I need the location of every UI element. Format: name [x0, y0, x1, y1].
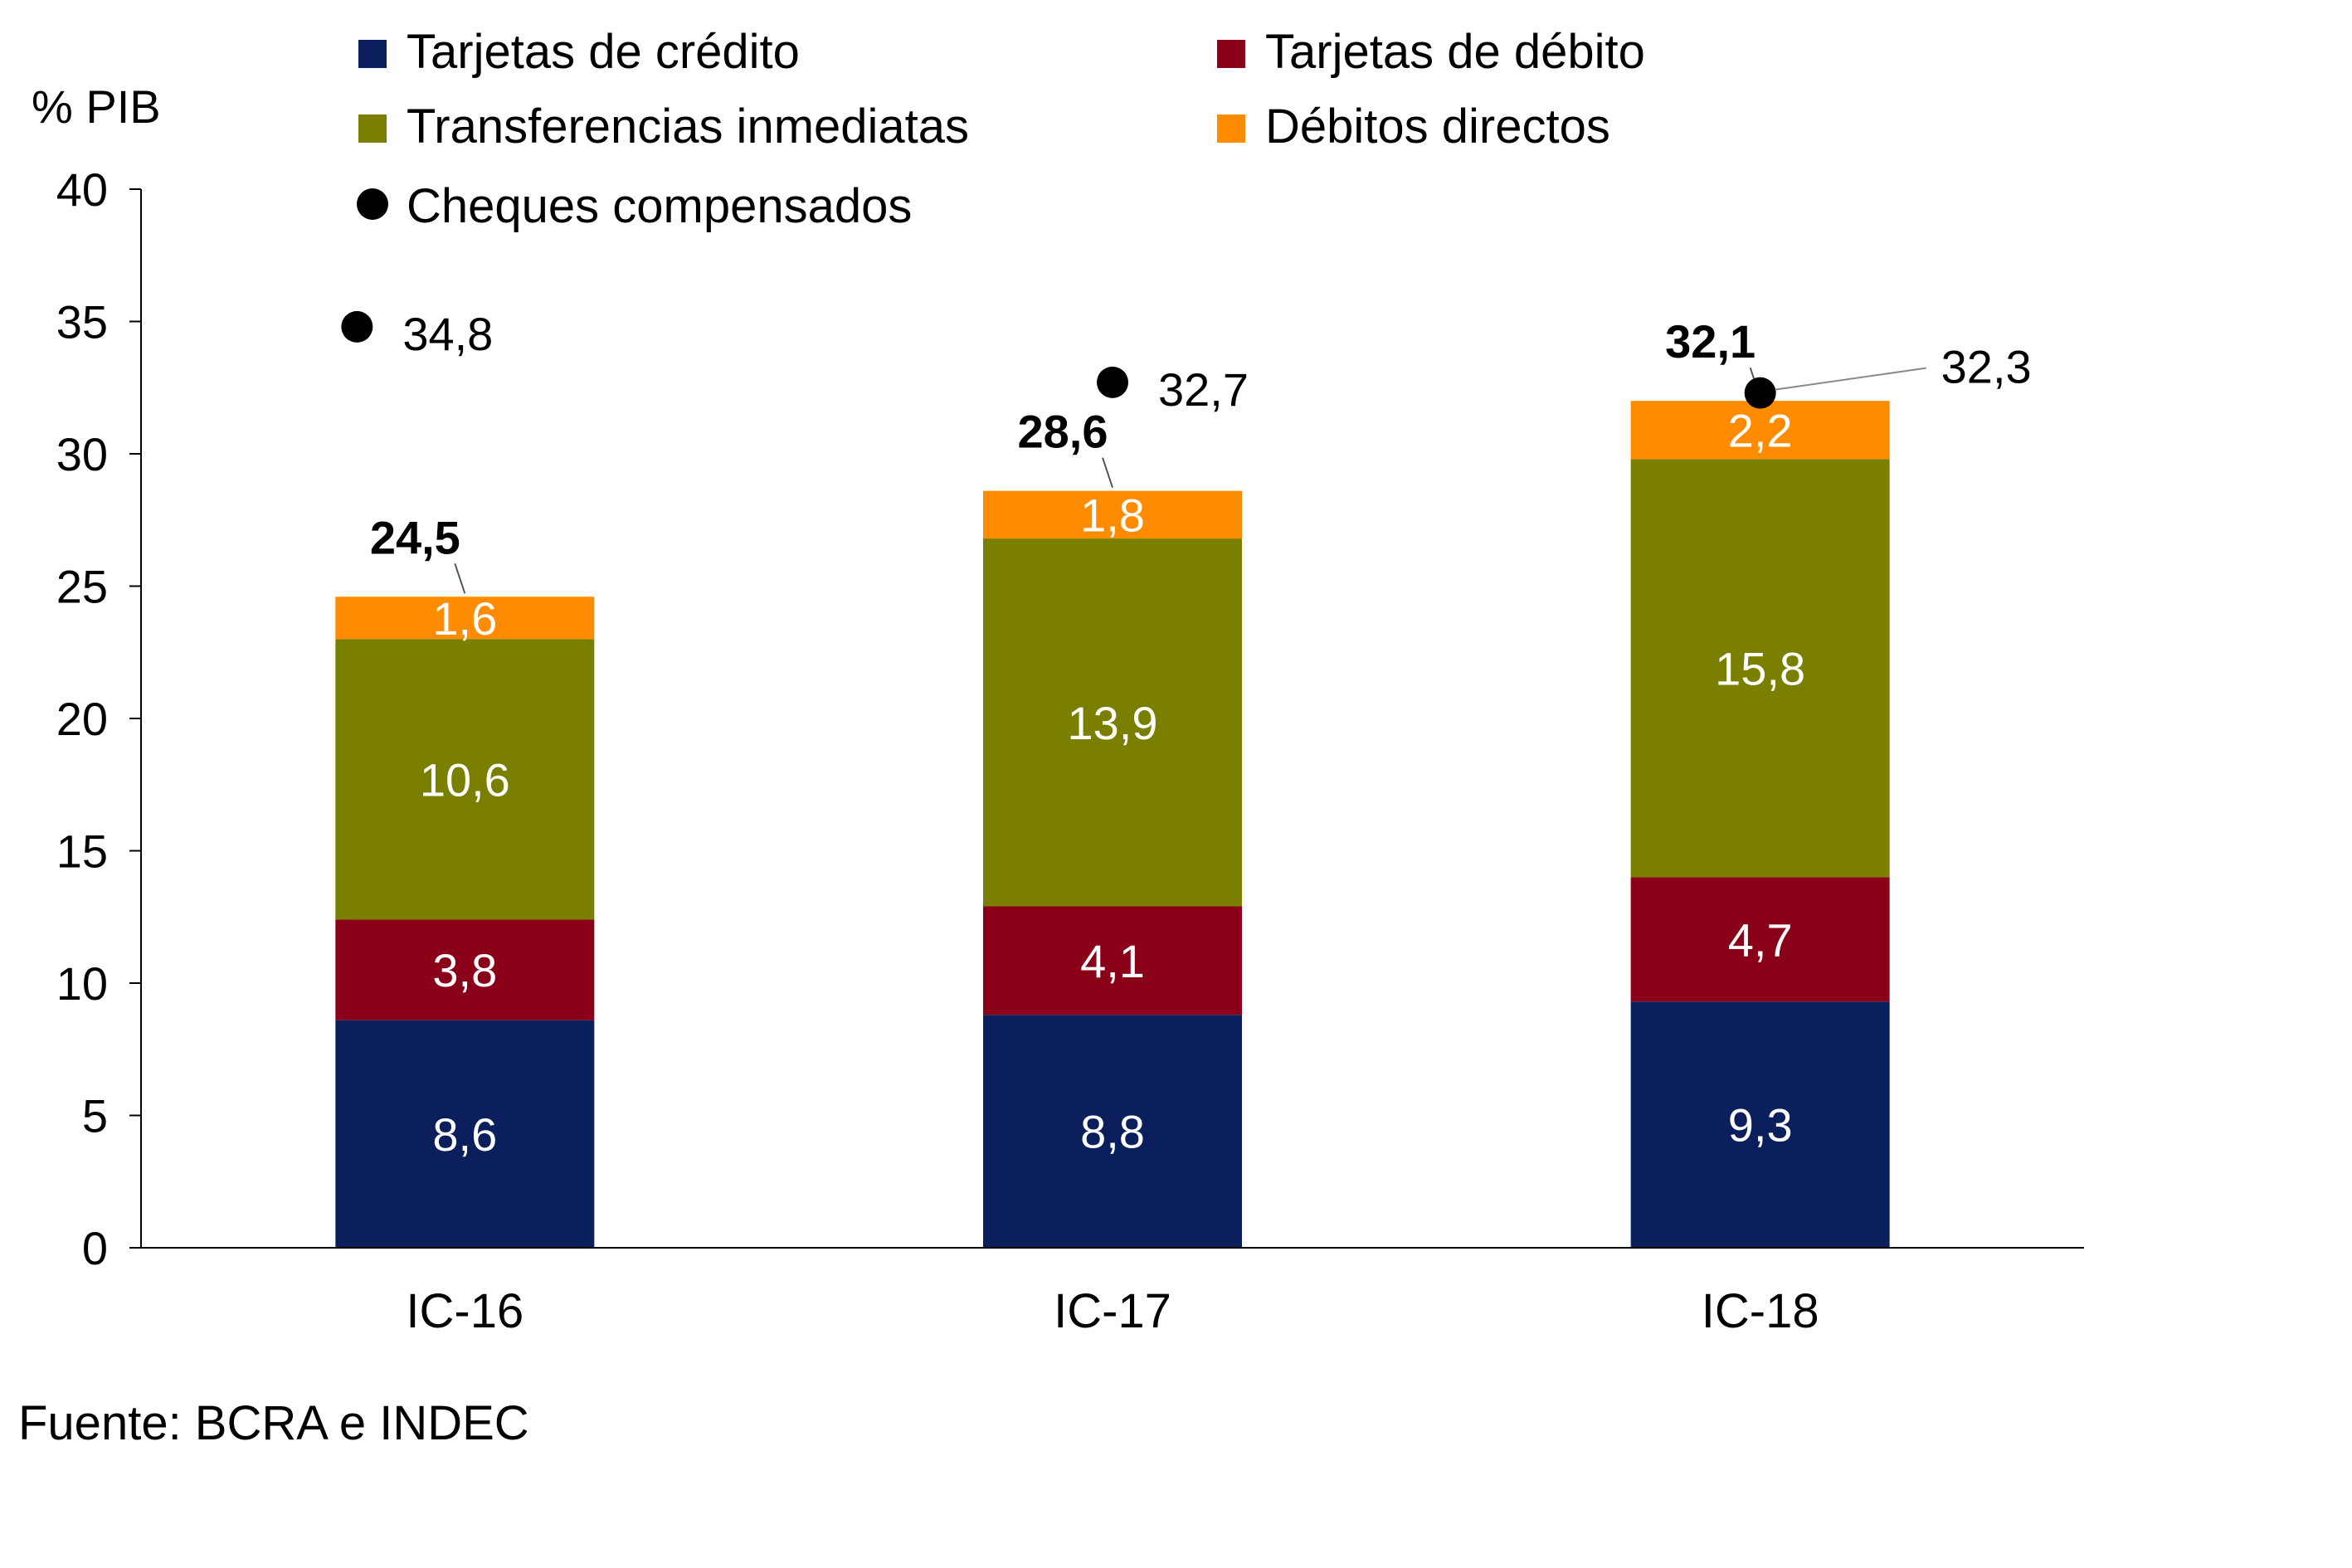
cheques-marker	[1097, 366, 1128, 398]
marker-value-label: 34,8	[402, 308, 493, 360]
bar-segment	[983, 906, 1242, 1015]
legend-swatch	[358, 114, 387, 143]
segment-value-label: 8,6	[432, 1108, 497, 1161]
legend-label: Débitos directos	[1265, 100, 1610, 153]
cheques-marker	[1744, 377, 1776, 409]
y-tick-label: 0	[82, 1222, 108, 1274]
legend: Tarjetas de crédito Tarjetas de débito Tra…	[357, 25, 1645, 233]
bar-segment	[983, 1015, 1242, 1248]
source-note: Fuente: BCRA e INDEC	[18, 1396, 529, 1450]
legend-label: Tarjetas de crédito	[407, 25, 800, 79]
total-leader-line	[454, 562, 466, 594]
segment-value-label: 1,8	[1080, 489, 1145, 541]
legend-swatch	[1217, 40, 1245, 68]
bar-segment	[335, 1020, 595, 1248]
segment-value-label: 13,9	[1068, 697, 1158, 749]
legend-swatch	[358, 40, 387, 68]
bar-segment	[1630, 877, 1890, 1002]
bar-segment	[1630, 459, 1890, 878]
segment-value-label: 10,6	[420, 753, 510, 806]
cheques-marker	[341, 310, 373, 343]
bars: 8,6 3,8 10,6 1,6 24,5 8,8 4,1 13,9 1,8 28,6 9,3 4,7…	[335, 315, 1890, 1248]
y-tick-label: 35	[56, 296, 108, 348]
segment-value-label: 4,7	[1728, 913, 1793, 966]
bar-segment	[1630, 1001, 1890, 1248]
legend-swatch	[1217, 114, 1245, 143]
legend-label: Cheques compensados	[407, 179, 912, 233]
legend-label: Transferencias inmediatas	[407, 100, 969, 153]
segment-value-label: 15,8	[1715, 642, 1805, 694]
x-tick-label: IC-16	[406, 1284, 523, 1338]
y-tick-label: 10	[56, 957, 108, 1010]
total-value-label: 32,1	[1665, 315, 1755, 368]
y-axis: 0 5 10 15 20 25 30 35 40	[56, 163, 142, 1274]
segment-value-label: 2,2	[1728, 404, 1793, 456]
segment-value-label: 9,3	[1728, 1099, 1793, 1152]
legend-marker	[357, 188, 388, 220]
total-value-label: 28,6	[1018, 406, 1108, 458]
x-tick-label: IC-18	[1702, 1284, 1819, 1338]
total-value-label: 24,5	[370, 511, 460, 563]
y-tick-label: 25	[56, 561, 108, 613]
segment-value-label: 4,1	[1080, 935, 1145, 987]
segment-value-label: 8,8	[1080, 1106, 1145, 1158]
y-tick-label: 15	[56, 825, 108, 878]
y-axis-unit-label: % PIB	[32, 80, 161, 133]
bar-segment	[335, 919, 595, 1020]
total-leader-line	[1102, 457, 1113, 488]
markers: 34,8 32,7 32,3	[341, 308, 2032, 416]
y-tick-label: 30	[56, 428, 108, 480]
x-axis: IC-16 IC-17 IC-18	[141, 1247, 2084, 1338]
y-tick-label: 20	[56, 693, 108, 745]
bar-segment	[1630, 401, 1890, 460]
segment-value-label: 3,8	[432, 944, 497, 996]
y-tick-label: 5	[82, 1090, 108, 1142]
segment-value-label: 1,6	[432, 592, 497, 645]
bar-segment	[983, 538, 1242, 907]
marker-value-label: 32,3	[1941, 341, 2032, 393]
bar-segment	[335, 597, 595, 640]
marker-value-label: 32,7	[1158, 363, 1249, 416]
marker-leader-line	[1775, 367, 1926, 391]
x-tick-label: IC-17	[1054, 1284, 1171, 1338]
y-tick-label: 40	[56, 163, 108, 216]
legend-label: Tarjetas de débito	[1265, 25, 1645, 79]
bar-segment	[335, 639, 595, 920]
bar-segment	[983, 490, 1242, 539]
